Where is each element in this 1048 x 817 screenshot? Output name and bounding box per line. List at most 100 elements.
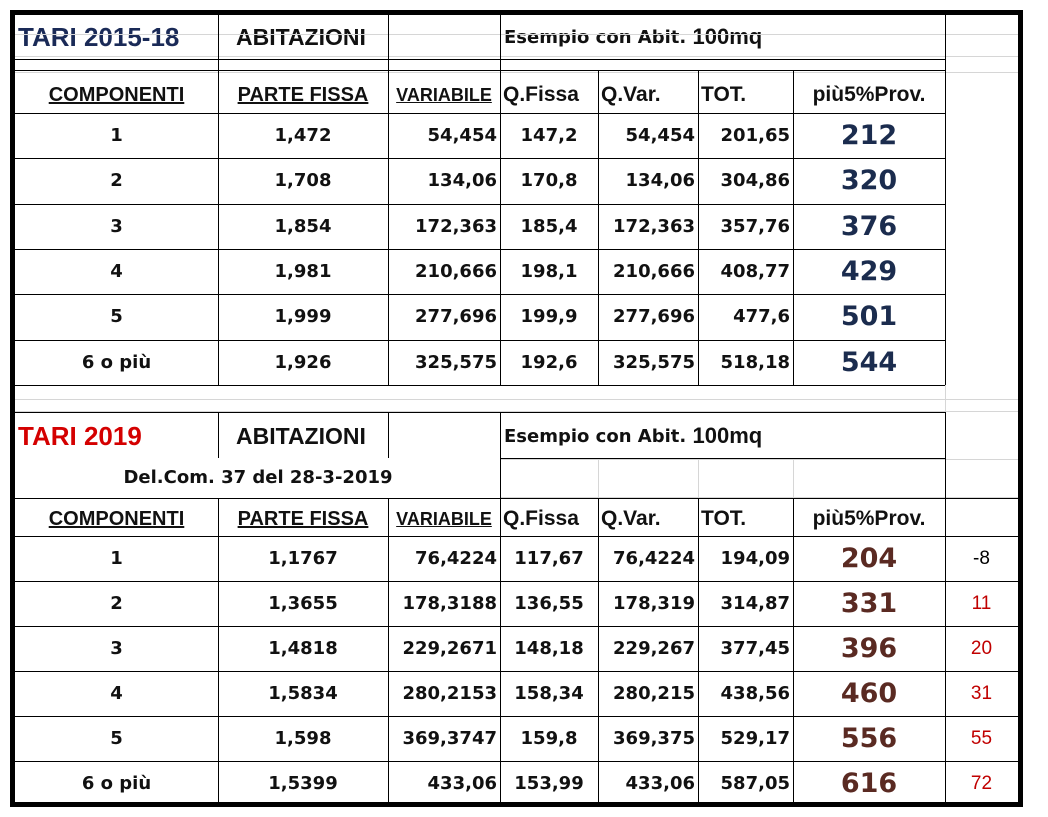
cell-q-var: 134,06 [625,170,695,192]
section-2019-note: Del.Com. 37 del 28-3-2019 [123,466,393,488]
cell-variabile: 172,363 [415,215,497,237]
cell-piu5prov: 501 [840,301,898,333]
cell-q-fissa: 192,6 [520,351,578,373]
cell-q-var: 277,696 [613,306,695,328]
cell-variabile: 280,2153 [402,683,497,704]
header-q-fissa: Q.Fissa [503,507,579,530]
grid-line-vertical [218,498,219,802]
cell-componenti: 5 [110,306,123,328]
section-2015-title: TARI 2015-18 [18,21,180,52]
grid-line-horizontal [15,761,1018,762]
grid-line-vertical [945,498,946,802]
cell-variabile: 433,06 [427,773,497,794]
cell-componenti: 1 [110,125,123,147]
cell-q-var: 76,4224 [613,548,695,569]
cell-tot: 587,05 [720,773,790,794]
grid-line-horizontal [15,56,1018,57]
grid-line-horizontal [15,399,1018,400]
cell-tot: 357,76 [720,215,790,237]
cell-componenti: 1 [110,548,123,569]
header-variabile: VARIABILE [396,508,492,529]
grid-line-horizontal [501,459,1018,460]
grid-line-horizontal [15,498,1018,499]
cell-componenti: 3 [110,638,123,659]
cell-tot: 438,56 [720,683,790,704]
header-tot: TOT. [701,83,747,106]
example-prefix: Esempio con Abit. [504,26,687,48]
cell-piu5prov: 556 [840,723,898,754]
grid-line-horizontal [15,412,945,413]
section-2019-title: TARI 2019 [18,420,142,451]
header-q-var: Q.Var. [601,83,661,106]
grid-line-vertical [698,498,699,802]
grid-line-horizontal [15,158,945,159]
cell-q-var: 178,319 [613,593,695,614]
grid-line-horizontal [15,294,945,295]
cell-variabile: 178,3188 [402,593,497,614]
cell-q-var: 369,375 [613,728,695,749]
cell-q-var: 229,267 [613,638,695,659]
grid-line-horizontal [15,249,945,250]
cell-q-fissa: 148,18 [514,638,584,659]
header-q-fissa: Q.Fissa [503,83,579,106]
example-size: 100mq [692,24,763,49]
grid-line-vertical [388,15,389,385]
cell-componenti: 4 [110,261,123,283]
grid-line-vertical [698,459,699,497]
spreadsheet-grid: TARI 2015-18 ABITAZIONI Esempio con Abit… [15,15,1018,802]
cell-piu5prov: 616 [840,768,898,799]
cell-componenti: 3 [110,215,123,237]
cell-q-fissa: 147,2 [520,125,578,147]
grid-line-vertical [500,412,501,498]
cell-variabile: 54,454 [427,125,497,147]
cell-variabile: 76,4224 [415,548,497,569]
cell-tot: 377,45 [720,638,790,659]
cell-componenti: 6 o più [81,351,152,373]
cell-q-var: 433,06 [625,773,695,794]
cell-q-var: 172,363 [613,215,695,237]
cell-q-fissa: 158,34 [514,683,584,704]
cell-parte-fissa: 1,4818 [268,638,338,659]
cell-q-fissa: 170,8 [520,170,578,192]
grid-line-horizontal [15,671,1018,672]
cell-variabile: 210,666 [415,261,497,283]
cell-q-fissa: 153,99 [514,773,584,794]
cell-tot: 477,6 [733,306,790,328]
cell-componenti: 5 [110,728,123,749]
cell-diff: 72 [970,772,993,794]
cell-piu5prov: 204 [840,543,898,574]
cell-piu5prov: 376 [840,210,898,242]
cell-variabile: 277,696 [415,306,497,328]
header-tot: TOT. [701,507,747,530]
cell-parte-fissa: 1,981 [274,261,332,283]
grid-line-vertical [698,70,699,385]
cell-tot: 408,77 [720,261,790,283]
cell-q-fissa: 185,4 [520,215,578,237]
cell-tot: 194,09 [720,548,790,569]
grid-line-horizontal [15,34,1018,35]
cell-q-var: 280,215 [613,683,695,704]
example-prefix: Esempio con Abit. [504,425,687,447]
grid-line-horizontal [15,411,1018,412]
cell-parte-fissa: 1,999 [274,306,332,328]
grid-line-vertical [218,15,219,385]
cell-diff: 55 [970,727,993,749]
grid-line-vertical [388,412,389,458]
grid-line-horizontal [15,59,945,60]
cell-diff: 11 [971,592,992,614]
cell-tot: 518,18 [720,351,790,373]
cell-parte-fissa: 1,3655 [268,593,338,614]
header-componenti: COMPONENTI [48,507,185,530]
grid-line-horizontal [15,70,945,71]
cell-q-fissa: 198,1 [520,261,578,283]
cell-piu5prov: 429 [840,256,898,288]
header-componenti: COMPONENTI [48,83,185,106]
grid-line-vertical [500,15,501,385]
grid-line-horizontal [15,626,1018,627]
cell-piu5prov: 212 [840,120,898,152]
cell-q-fissa: 159,8 [520,728,578,749]
cell-variabile: 325,575 [415,351,497,373]
grid-line-horizontal [15,113,945,114]
grid-line-vertical [388,498,389,802]
grid-line-horizontal [501,497,1018,498]
